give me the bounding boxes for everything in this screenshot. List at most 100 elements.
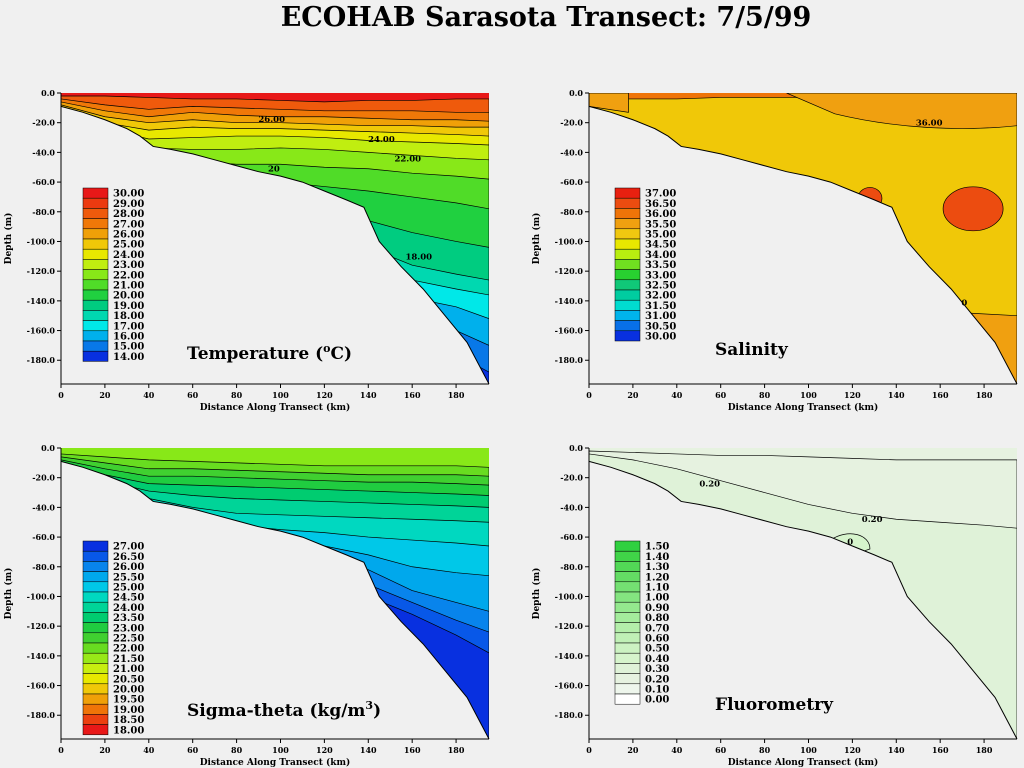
fluorometry-legend-label: 0.30 [645,664,669,675]
fluorometry-xtick-label: 80 [759,745,771,755]
sigma_theta-xtick-label: 160 [404,745,421,755]
sigma_theta-legend-label: 22.50 [113,634,144,645]
temperature-legend-label: 16.00 [113,332,144,343]
fluorometry-legend-swatch [614,571,641,583]
fluorometry-legend-swatch [614,540,641,552]
sigma_theta-xtick-label: 100 [272,745,289,755]
fluorometry-legend-label: 1.40 [645,552,669,563]
fluorometry-legend-label: 0.00 [645,695,669,706]
temperature-legend-label: 20.00 [113,291,144,302]
temperature-legend-swatch [82,350,109,362]
temperature-xtick-label: 80 [231,390,243,400]
salinity-legend-swatch [614,310,641,321]
salinity-legend-swatch [614,259,641,270]
fluorometry-xtick-label: 40 [671,745,683,755]
fluorometry-legend-swatch [614,561,641,572]
temperature-contour-label: 24.00 [368,135,395,145]
fluorometry-legend-label: 1.10 [645,583,669,594]
fluorometry-legend-label: 1.20 [645,572,669,583]
sigma_theta-legend-label: 21.00 [113,664,144,675]
fluorometry-legend-label: 0.40 [645,654,669,665]
temperature-ytick-label: -180.0 [27,355,56,365]
fluorometry-legend-label: 0.20 [645,674,669,685]
fluorometry-legend-swatch [614,663,641,674]
salinity-xtick-label: 140 [888,390,905,400]
sigma_theta-legend-label: 25.50 [113,572,144,583]
temperature-legend-label: 28.00 [113,209,144,220]
salinity-legend-swatch [614,197,641,209]
sigma_theta-xtick-label: 20 [99,745,111,755]
sigma_theta-ytick-label: -120.0 [27,621,56,631]
fluorometry-ytick-label: -180.0 [555,710,584,720]
temperature-legend: 30.0029.0028.0027.0026.0025.0024.0023.00… [82,187,144,363]
sigma_theta-legend-label: 18.00 [113,725,144,736]
sigma_theta-legend-label: 23.50 [113,613,144,624]
temperature-xtick-label: 100 [272,390,289,400]
salinity-panel: 0.0 -20.0 -40.0 -60.0 -80.0 -100.0 -120.0 -140.… [531,88,1018,413]
sigma_theta-legend: 27.0026.5026.0025.5025.0024.5024.0023.50… [82,540,144,736]
sigma_theta-seafloor-line [60,460,490,740]
sigma_theta-legend-label: 25.00 [113,583,144,594]
salinity-legend-label: 30.50 [645,321,676,332]
sigma_theta-xtick-label: 60 [187,745,199,755]
fluorometry-ylabel: Depth (m) [531,568,542,620]
temperature-legend-swatch [82,340,109,352]
temperature-title: Temperature (oC) [187,342,352,364]
sigma_theta-legend-swatch [82,703,109,715]
fluorometry-legend-label: 1.00 [645,593,669,604]
fluorometry-contour-label: 0.20 [699,480,720,490]
salinity-legend-swatch [614,279,641,291]
sigma_theta-legend-swatch [82,724,109,736]
sigma_theta-legend-swatch [82,591,109,603]
fluorometry-legend-swatch [614,622,641,634]
salinity-ytick-label: -100.0 [555,236,584,246]
fluorometry-ytick-label: -100.0 [555,591,584,601]
sigma_theta-title: Sigma-theta (kg/m3) [187,699,381,721]
salinity-legend-label: 37.00 [645,189,676,200]
sigma_theta-legend-swatch [82,550,109,562]
fluorometry-ytick-label: -160.0 [555,681,584,691]
fluorometry-legend-swatch [614,581,641,593]
salinity-legend-label: 36.50 [645,199,676,210]
salinity-legend-swatch [614,218,641,230]
temperature-legend-label: 29.00 [113,199,144,210]
temperature-legend-swatch [82,218,109,230]
temperature-ytick-label: -100.0 [27,236,56,246]
temperature-xtick-label: 20 [99,390,111,400]
sigma_theta-legend-swatch [82,622,109,634]
fluorometry-contour-label: 0 [847,538,853,548]
salinity-legend-swatch [614,269,641,281]
sigma_theta-ytick-label: -80.0 [32,562,55,572]
sigma_theta-legend-swatch [82,540,109,552]
sigma_theta-panel: 0.0 -20.0 -40.0 -60.0 -80.0 -100.0 -120.0 -140.… [3,443,490,768]
sigma_theta-ytick-label: -20.0 [32,473,55,483]
fluorometry-xlabel: Distance Along Transect (km) [728,757,879,768]
temperature-ytick-label: -80.0 [32,207,55,217]
temperature-xtick-label: 180 [448,390,465,400]
sigma_theta-ytick-label: -60.0 [32,532,55,542]
sigma_theta-ytick-label: -140.0 [27,651,56,661]
temperature-ytick-label: 0.0 [41,88,55,98]
fluorometry-legend-label: 0.10 [645,685,669,696]
sigma_theta-legend-swatch [82,663,109,674]
salinity-legend-label: 34.00 [645,250,676,261]
salinity-legend-label: 31.50 [645,301,676,312]
temperature-legend-label: 27.00 [113,219,144,230]
salinity-legend-swatch [614,228,641,240]
fluorometry-legend-swatch [614,612,641,623]
sigma_theta-xtick-label: 140 [360,745,377,755]
temperature-legend-swatch [82,299,109,311]
fluorometry-xtick-label: 120 [844,745,861,755]
temperature-panel: 0.0 -20.0 -40.0 -60.0 -80.0 -100.0 -120.0 -140.… [3,88,490,413]
fluorometry-legend-swatch [614,683,641,695]
sigma_theta-legend-label: 26.50 [113,552,144,563]
temperature-legend-swatch [82,330,109,342]
sigma_theta-ytick-label: -180.0 [27,710,56,720]
temperature-ytick-label: -140.0 [27,296,56,306]
salinity-xtick-label: 40 [671,390,683,400]
salinity-legend-label: 30.00 [645,332,676,343]
temperature-legend-label: 25.00 [113,240,144,251]
salinity-legend-swatch [614,208,641,219]
temperature-legend-swatch [82,269,109,281]
